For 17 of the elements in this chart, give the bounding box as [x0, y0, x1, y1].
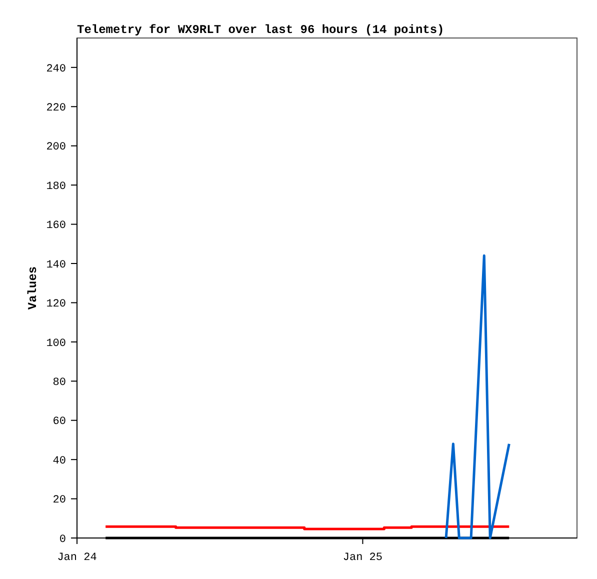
y-tick-label: 60	[52, 416, 66, 428]
y-tick-label: 140	[46, 259, 66, 272]
y-tick-label: 80	[52, 376, 66, 389]
y-tick-label: 40	[52, 455, 66, 468]
y-tick-label: 20	[52, 494, 66, 507]
y-tick-label: 220	[46, 102, 66, 114]
y-tick-label: 180	[46, 180, 66, 193]
y-tick-label: 240	[46, 63, 66, 76]
y-tick-label: 0	[59, 534, 66, 546]
y-tick-label: 120	[46, 298, 66, 311]
x-tick-label: Jan 24	[57, 552, 98, 564]
y-tick-label: 200	[46, 142, 66, 154]
y-axis-title: Values	[26, 266, 40, 310]
y-tick-label: 100	[46, 338, 66, 350]
x-tick-label: Jan 25	[342, 552, 383, 564]
chart-title: Telemetry for WX9RLT over last 96 hours (14 points)	[77, 23, 444, 37]
y-tick-label: 160	[46, 220, 66, 232]
